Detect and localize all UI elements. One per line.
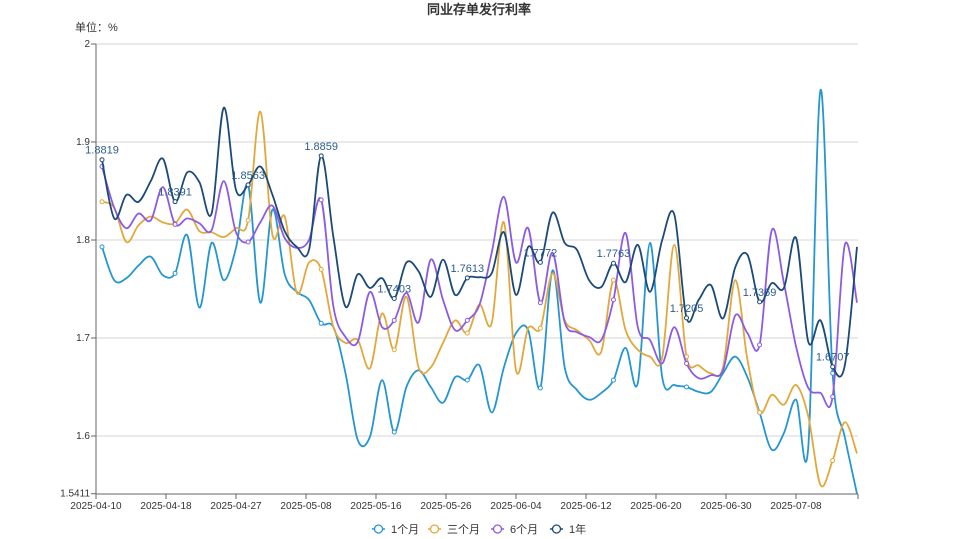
data-label: 1.8859 bbox=[304, 141, 338, 153]
data-label: 1.6707 bbox=[816, 352, 850, 364]
series-line bbox=[101, 166, 858, 408]
data-point[interactable] bbox=[172, 199, 178, 205]
legend-circle-icon bbox=[492, 524, 503, 534]
legend-item-2[interactable]: 三个月 bbox=[428, 523, 480, 536]
data-point[interactable] bbox=[537, 300, 543, 306]
data-point[interactable] bbox=[684, 384, 690, 390]
data-label: 1.7205 bbox=[670, 303, 704, 315]
data-label: 1.7613 bbox=[450, 263, 484, 275]
data-point[interactable] bbox=[172, 221, 178, 227]
x-tick-label: 2025-06-20 bbox=[630, 501, 682, 512]
data-point[interactable] bbox=[610, 297, 616, 303]
chart-title: 同业存单发行利率 bbox=[427, 2, 531, 17]
series-4 bbox=[99, 106, 858, 378]
data-label: 1.7772 bbox=[524, 247, 558, 259]
data-point[interactable] bbox=[684, 315, 690, 321]
series-3 bbox=[99, 164, 858, 408]
x-tick-label: 2025-06-04 bbox=[490, 501, 542, 512]
data-point[interactable] bbox=[464, 330, 470, 336]
data-label: 1.7403 bbox=[377, 284, 411, 296]
data-point[interactable] bbox=[99, 157, 105, 163]
data-point[interactable] bbox=[537, 325, 543, 331]
legend-label: 6个月 bbox=[510, 523, 538, 536]
data-point[interactable] bbox=[391, 429, 397, 435]
data-point[interactable] bbox=[830, 394, 836, 400]
legend: 1个月 三个月 6个月 1年 bbox=[372, 522, 586, 536]
y-tick-label: 1.8 bbox=[76, 235, 90, 246]
data-point[interactable] bbox=[172, 270, 178, 276]
data-label: 1.8563 bbox=[231, 170, 265, 182]
data-point[interactable] bbox=[318, 197, 324, 203]
data-label: 1.7369 bbox=[743, 287, 777, 299]
data-point[interactable] bbox=[757, 299, 763, 305]
data-point[interactable] bbox=[99, 244, 105, 250]
y-tick-label: 1.5411 bbox=[60, 489, 90, 500]
x-tick-label: 2025-06-30 bbox=[700, 501, 752, 512]
series-line bbox=[101, 110, 858, 488]
y-axis: 2 1.9 1.8 1.7 1.6 1.5411 bbox=[60, 39, 97, 500]
legend-item-3[interactable]: 6个月 bbox=[491, 523, 538, 536]
data-point[interactable] bbox=[245, 217, 251, 223]
legend-circle-icon bbox=[373, 524, 384, 534]
y-tick-label: 1.9 bbox=[76, 137, 90, 148]
x-tick-label: 2025-05-26 bbox=[420, 501, 472, 512]
data-point[interactable] bbox=[464, 377, 470, 383]
legend-item-1[interactable]: 1个月 bbox=[372, 523, 419, 536]
y-axis-unit-label: 单位：% bbox=[75, 20, 118, 34]
series-line bbox=[101, 106, 858, 378]
grid-lines bbox=[96, 43, 858, 437]
x-tick-label: 2025-05-08 bbox=[280, 501, 332, 512]
data-point[interactable] bbox=[610, 260, 616, 266]
x-tick-label: 2025-06-12 bbox=[560, 501, 612, 512]
data-point[interactable] bbox=[537, 385, 543, 391]
legend-circle-icon bbox=[429, 524, 440, 534]
legend-label: 1个月 bbox=[391, 523, 419, 536]
data-point[interactable] bbox=[830, 458, 836, 463]
y-tick-label: 1.7 bbox=[76, 333, 90, 344]
series-2 bbox=[99, 110, 858, 488]
data-labels: 1.8819 1.8391 1.8563 1.8859 1.7403 1.7613 1.77… bbox=[85, 141, 849, 364]
x-tick-label: 2025-04-10 bbox=[70, 501, 122, 512]
data-point[interactable] bbox=[464, 317, 470, 323]
x-axis: 2025-04-10 2025-04-18 2025-04-27 2025-05-08… bbox=[70, 493, 859, 512]
data-point[interactable] bbox=[391, 296, 397, 302]
series-lines bbox=[99, 89, 858, 494]
x-tick-label: 2025-04-18 bbox=[140, 501, 192, 512]
x-tick-label: 2025-04-27 bbox=[210, 501, 262, 512]
legend-label: 1年 bbox=[569, 522, 586, 536]
data-point[interactable] bbox=[610, 377, 616, 383]
data-point[interactable] bbox=[537, 259, 543, 265]
data-point[interactable] bbox=[757, 409, 763, 415]
data-point[interactable] bbox=[318, 320, 324, 326]
data-point[interactable] bbox=[610, 277, 616, 283]
data-point[interactable] bbox=[245, 182, 251, 188]
data-point[interactable] bbox=[757, 342, 763, 348]
data-point[interactable] bbox=[464, 275, 470, 281]
y-tick-label: 2 bbox=[84, 39, 90, 50]
data-point[interactable] bbox=[830, 364, 836, 370]
data-point[interactable] bbox=[99, 199, 105, 205]
x-tick-label: 2025-07-08 bbox=[770, 501, 822, 512]
data-point[interactable] bbox=[318, 266, 324, 272]
legend-label: 三个月 bbox=[447, 523, 480, 536]
x-tick-label: 2025-05-16 bbox=[350, 501, 402, 512]
legend-item-4[interactable]: 1年 bbox=[550, 522, 586, 536]
data-label: 1.8391 bbox=[158, 187, 192, 199]
data-point[interactable] bbox=[318, 153, 324, 159]
data-point[interactable] bbox=[684, 360, 690, 366]
data-label: 1.8819 bbox=[85, 145, 119, 157]
y-tick-label: 1.6 bbox=[76, 431, 90, 442]
data-point[interactable] bbox=[245, 239, 251, 245]
legend-circle-icon bbox=[551, 524, 562, 534]
data-point[interactable] bbox=[391, 317, 397, 323]
data-point[interactable] bbox=[391, 347, 397, 353]
data-label: 1.7763 bbox=[597, 248, 631, 260]
